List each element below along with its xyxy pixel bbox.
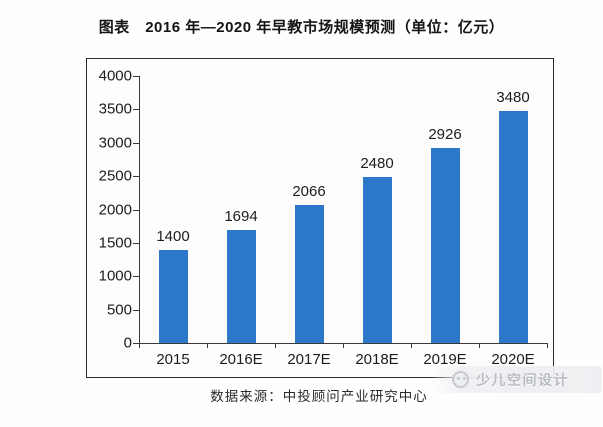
bar-value-label: 3480: [496, 88, 530, 106]
y-tick: [133, 343, 139, 344]
bar: [158, 249, 188, 343]
bar-value-label: 2066: [292, 183, 326, 201]
x-axis-label: 2020E: [491, 351, 535, 368]
x-tick: [343, 343, 344, 348]
y-tick: [133, 242, 139, 244]
bar-value-label: 1694: [224, 207, 258, 225]
bar: [362, 177, 392, 343]
y-tick: [133, 309, 139, 311]
x-tick: [411, 343, 412, 348]
y-tick-label: 500: [106, 301, 132, 319]
x-tick: [139, 343, 140, 348]
x-tick: [275, 343, 276, 348]
y-tick-label: 3000: [98, 134, 132, 152]
chart-frame: 0 500 1000 1500 2000 2500 3000 3500 4000 1400 2015…: [86, 58, 554, 378]
y-tick: [133, 76, 139, 77]
watermark: 少儿空间设计: [430, 366, 602, 393]
bar-value-label: 2480: [360, 155, 394, 173]
watermark-text: 少儿空间设计: [476, 371, 569, 388]
x-axis-label: 2018E: [355, 351, 399, 368]
bar: [430, 147, 460, 343]
y-tick: [133, 209, 139, 211]
y-tick: [133, 109, 139, 111]
y-tick-label: 1500: [98, 234, 132, 252]
y-tick-label: 2500: [98, 167, 132, 185]
y-tick: [133, 142, 139, 144]
x-axis-label: 2016E: [219, 351, 263, 368]
y-tick-label: 2000: [98, 201, 132, 218]
watermark-logo-icon: [452, 371, 469, 388]
x-tick: [479, 343, 480, 348]
x-axis-label: 2017E: [287, 351, 331, 368]
x-axis-label: 2019E: [423, 351, 467, 368]
bar: [226, 229, 256, 343]
y-tick: [133, 276, 139, 278]
bar-value-label: 2926: [428, 125, 462, 143]
x-tick: [207, 343, 208, 348]
bar-value-label: 1400: [156, 227, 190, 245]
y-tick-label: 3500: [98, 100, 132, 118]
data-source: 数据来源：中投顾问产业研究中心: [210, 389, 428, 404]
bar: [294, 205, 324, 343]
y-tick-label: 1000: [98, 267, 132, 285]
x-axis-label: 2015: [156, 351, 190, 368]
x-tick: [547, 343, 548, 348]
y-tick: [133, 176, 139, 178]
y-tick-label: 0: [123, 334, 132, 352]
y-tick-label: 4000: [98, 67, 132, 85]
y-axis: [139, 76, 140, 343]
chart-title: 图表 2016 年—2020 年早教市场规模预测（单位：亿元）: [98, 19, 505, 36]
bar: [498, 110, 528, 343]
